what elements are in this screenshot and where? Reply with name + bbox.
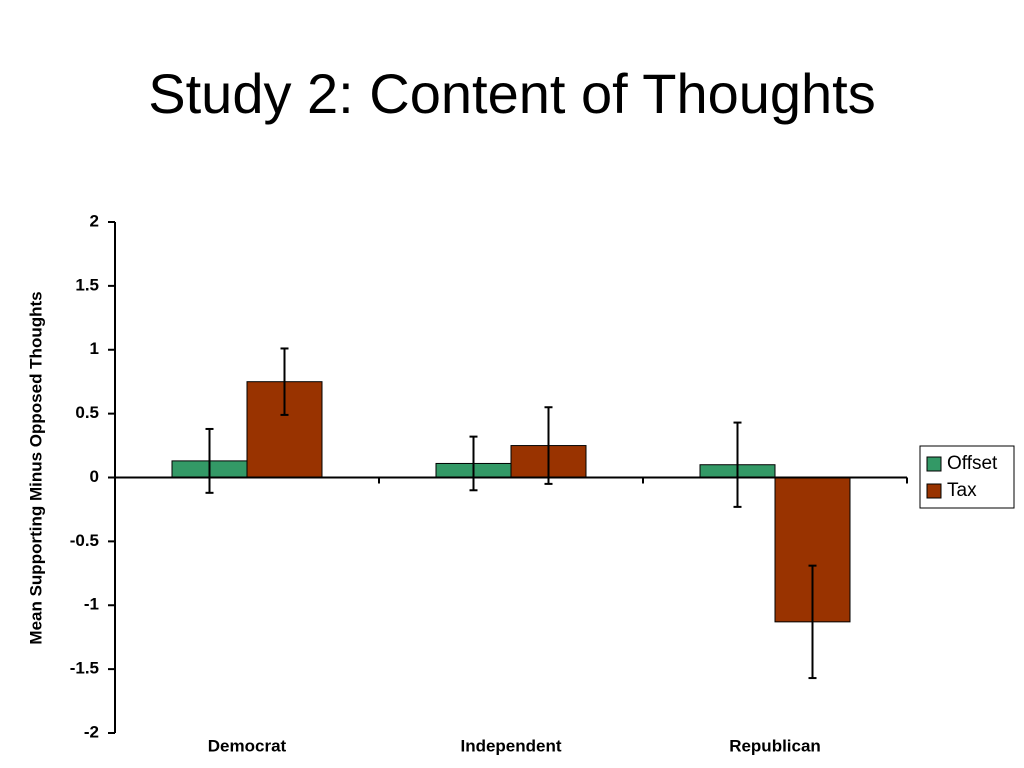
y-tick-label: 2: [90, 211, 99, 230]
y-tick-label: -2: [84, 722, 99, 741]
x-tick-label: Independent: [460, 736, 561, 755]
y-axis-label: Mean Supporting Minus Opposed Thoughts: [26, 291, 45, 644]
y-tick-label: -0.5: [70, 531, 99, 550]
y-tick-label: 0.5: [75, 403, 99, 422]
y-tick-label: 1.5: [75, 275, 99, 294]
legend-swatch: [926, 456, 942, 472]
x-tick-label: Democrat: [208, 736, 287, 755]
legend-label: Offset: [947, 453, 998, 474]
y-tick-label: -1: [84, 595, 99, 614]
legend-swatch: [926, 483, 942, 499]
y-tick-label: 1: [90, 339, 99, 358]
y-tick-label: 0: [90, 467, 99, 486]
y-tick-label: -1.5: [70, 659, 99, 678]
legend-label: Tax: [947, 480, 977, 501]
x-tick-label: Republican: [729, 736, 821, 755]
chart-title: Study 2: Content of Thoughts: [148, 62, 875, 125]
